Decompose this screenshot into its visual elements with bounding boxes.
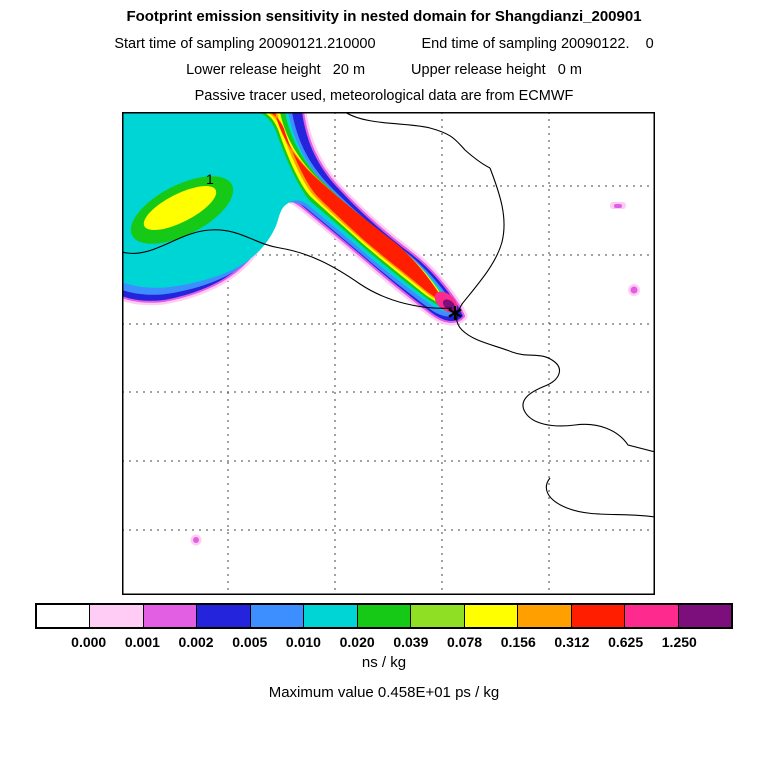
plot-title: Footprint emission sensitivity in nested… [126, 8, 642, 25]
colorbar-tick-label: 1.250 [661, 634, 697, 650]
stray-patch [630, 286, 638, 294]
colorbar-tick-label: 0.020 [339, 634, 375, 650]
colorbar-tick-label: 0.039 [393, 634, 429, 650]
sampling-time-line: Start time of sampling 20090121.210000 E… [0, 36, 768, 52]
map-borders [122, 112, 655, 518]
site-number-label: 1 [206, 171, 214, 187]
colorbar [35, 603, 733, 629]
plume-core-yellow-blob [143, 185, 217, 231]
plume-band-red [269, 112, 442, 301]
colorbar-segment [37, 605, 90, 627]
coastline-shandong-path [545, 477, 655, 518]
stray-patches [190, 202, 640, 546]
tracer-info-text: Passive tracer used, meteorological data… [194, 88, 574, 104]
colorbar-tick-label: 0.625 [608, 634, 644, 650]
colorbar-segment [196, 605, 250, 627]
colorbar-tick-label: 0.010 [285, 634, 321, 650]
colorbar-tick-label: 0.002 [178, 634, 214, 650]
colorbar-segment [249, 605, 304, 627]
station-marker-icon [448, 306, 462, 320]
lower-release-height-text: Lower release height 20 m [186, 62, 366, 78]
colorbar-tick-label: 0.005 [232, 634, 268, 650]
colorbar-segment [142, 605, 197, 627]
colorbar-segments [37, 605, 732, 627]
colorbar-segment [677, 605, 732, 627]
plume-contours [122, 112, 468, 326]
map-frame [122, 112, 655, 595]
release-height-line: Lower release height 20 m Upper release … [0, 62, 768, 78]
max-value-label: Maximum value 0.458E+01 ps / kg [268, 684, 500, 701]
colorbar-units-label: ns / kg [361, 654, 407, 671]
stray-patch [614, 204, 622, 208]
coastline-path [456, 167, 655, 453]
colorbar-tick-label: 0.078 [447, 634, 483, 650]
colorbar-ticklabels: 0.000 0.001 0.002 0.005 0.010 0.020 0.039 0.078… [35, 634, 733, 650]
colorbar-segment [624, 605, 678, 627]
colorbar-segment [356, 605, 411, 627]
start-time-text: Start time of sampling 20090121.210000 [114, 36, 376, 52]
colorbar-tick-label: 0.312 [554, 634, 590, 650]
upper-release-height-text: Upper release height 0 m [411, 62, 582, 78]
end-time-text: End time of sampling 20090122. 0 [421, 36, 654, 52]
colorbar-segment [517, 605, 571, 627]
colorbar-segment [463, 605, 518, 627]
plume-contour-cyan [122, 112, 453, 312]
colorbar-segment [303, 605, 357, 627]
tracer-info-line: Passive tracer used, meteorological data… [0, 88, 768, 104]
colorbar-segment [410, 605, 464, 627]
border-north-path [344, 112, 491, 169]
stray-patch [193, 537, 199, 543]
map-canvas: 1 [122, 112, 655, 595]
colorbar-tick-label: 0.000 [71, 634, 107, 650]
border-inland-path [122, 229, 453, 309]
colorbar-tick-label: 0.001 [124, 634, 160, 650]
colorbar-segment [570, 605, 625, 627]
colorbar-segment [89, 605, 143, 627]
map-panel: 1 [122, 112, 655, 595]
colorbar-tick-label: 0.156 [500, 634, 536, 650]
